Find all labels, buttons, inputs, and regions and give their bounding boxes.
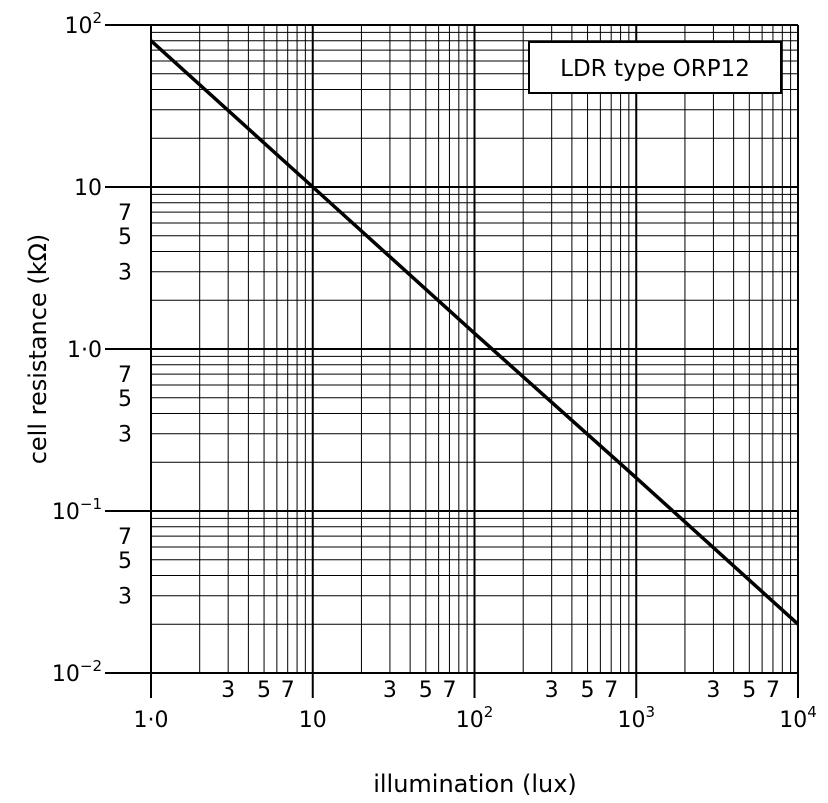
x-tick-label: 102 [456, 703, 494, 733]
x-minor-tick-label: 3 [706, 678, 720, 703]
y-tick-label: 10−1 [52, 495, 102, 525]
x-minor-tick-label: 5 [742, 678, 756, 703]
y-tick-label: 10−2 [52, 657, 102, 687]
y-minor-tick-label: 7 [118, 363, 132, 388]
grid [105, 24, 799, 698]
resistance-curve [149, 39, 800, 626]
y-tick-label: 102 [64, 9, 102, 39]
x-minor-tick-label: 7 [604, 678, 618, 703]
y-minor-tick-label: 7 [118, 525, 132, 550]
x-axis-title: illumination (lux) [373, 770, 577, 798]
x-minor-tick-label: 7 [442, 678, 456, 703]
annotation-frame [528, 41, 782, 94]
x-tick-label: 1·0 [134, 708, 169, 733]
y-minor-tick-label: 5 [118, 387, 132, 412]
annotation-label: LDR type ORP12 [560, 56, 750, 82]
x-minor-tick-label: 7 [766, 678, 780, 703]
series [149, 39, 800, 626]
y-minor-tick-label: 7 [118, 201, 132, 226]
x-minor-tick-label: 7 [281, 678, 295, 703]
x-minor-tick-label: 5 [581, 678, 595, 703]
x-tick-label: 103 [617, 703, 655, 733]
x-tick-label: 104 [779, 703, 817, 733]
y-tick-label: 1·0 [67, 338, 102, 363]
x-minor-tick-label: 3 [221, 678, 235, 703]
y-minor-tick-label: 3 [118, 261, 132, 286]
y-tick-label: 10 [74, 176, 102, 201]
y-minor-tick-label: 3 [118, 423, 132, 448]
y-minor-tick-label: 5 [118, 549, 132, 574]
annotation-box: LDR type ORP12 [528, 41, 782, 94]
x-minor-tick-label: 3 [383, 678, 397, 703]
y-minor-tick-label: 3 [118, 585, 132, 610]
y-axis-title: cell resistance (kΩ) [24, 234, 52, 465]
x-minor-tick-label: 5 [419, 678, 433, 703]
y-minor-tick-label: 5 [118, 225, 132, 250]
x-minor-tick-label: 3 [545, 678, 559, 703]
x-minor-tick-label: 5 [257, 678, 271, 703]
x-tick-label: 10 [299, 708, 327, 733]
